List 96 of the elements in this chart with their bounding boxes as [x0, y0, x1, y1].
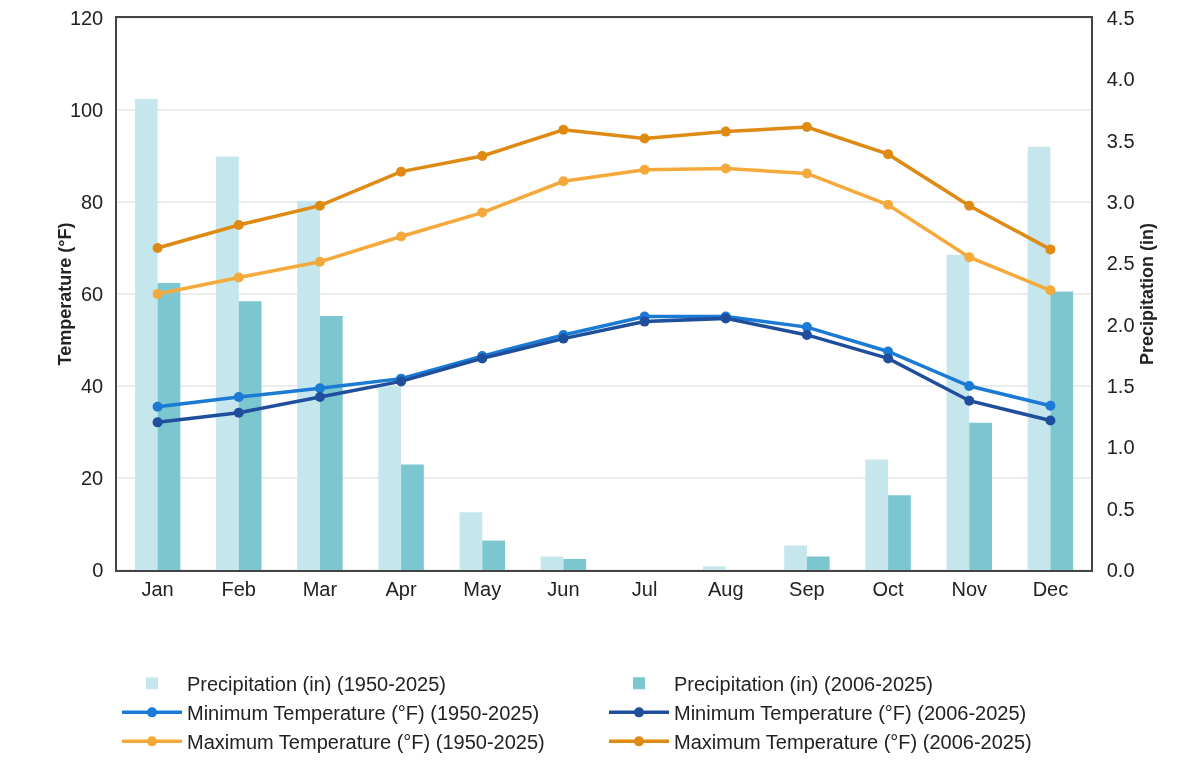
- bar: [157, 282, 181, 570]
- point: [314, 200, 325, 211]
- point: [639, 316, 650, 327]
- x-tick-label: Apr: [385, 577, 417, 600]
- y2-tick-label: 2.0: [1106, 313, 1135, 336]
- x-tick-label: May: [463, 577, 502, 600]
- x-tick-label: Oct: [872, 577, 905, 600]
- point: [152, 289, 163, 299]
- point: [1045, 415, 1056, 426]
- bar: [703, 566, 726, 570]
- point: [477, 207, 488, 218]
- y-tick-label: 0: [92, 559, 104, 581]
- x-tick-label: Sep: [789, 577, 825, 600]
- bar: [1027, 146, 1051, 570]
- bar: [401, 464, 424, 570]
- bar: [806, 556, 830, 570]
- point: [1045, 244, 1056, 255]
- legend-label: Minimum Temperature (°F) (2006-2025): [674, 702, 1027, 725]
- point: [964, 200, 975, 211]
- legend-label: Precipitation (in) (1950-2025): [187, 673, 447, 696]
- bar: [319, 316, 343, 570]
- legend-label: Minimum Temperature (°F) (1950-2025): [187, 702, 540, 725]
- point: [883, 353, 894, 364]
- point: [883, 149, 894, 160]
- y-tick-label: 120: [69, 7, 104, 29]
- point: [1045, 285, 1056, 296]
- bar: [865, 459, 889, 570]
- x-tick-label: Jul: [631, 577, 658, 600]
- point: [639, 164, 650, 175]
- x-tick-label: Aug: [707, 577, 744, 600]
- bar: [459, 512, 483, 570]
- point: [801, 122, 812, 133]
- point: [233, 220, 244, 230]
- x-tick-label: Feb: [221, 577, 256, 600]
- y-tick-label: 60: [81, 283, 104, 305]
- y2-tick-label: 2.5: [1106, 252, 1135, 275]
- bar: [540, 556, 564, 570]
- x-tick-label: Jan: [141, 577, 174, 600]
- point: [720, 126, 731, 137]
- bar: [482, 540, 505, 570]
- legend-label: Maximum Temperature (°F) (1950-2025): [187, 731, 545, 754]
- x-tick-label: Mar: [302, 577, 338, 600]
- bar: [888, 495, 911, 570]
- x-tick-label: Dec: [1032, 577, 1069, 600]
- bar: [216, 156, 239, 570]
- point: [883, 199, 894, 210]
- bar: [969, 422, 992, 570]
- y2-tick-label: 0.0: [1106, 559, 1135, 581]
- y2-axis-title: Precipitation (in): [1136, 222, 1157, 366]
- bar: [1050, 291, 1074, 570]
- point: [477, 151, 488, 161]
- legend-label: Maximum Temperature (°F) (2006-2025): [674, 731, 1032, 754]
- point: [314, 383, 325, 394]
- point: [233, 272, 244, 283]
- point: [396, 231, 407, 242]
- point: [801, 168, 812, 179]
- point: [1045, 400, 1056, 411]
- bar: [297, 200, 320, 570]
- y-tick-label: 80: [81, 191, 104, 213]
- point: [152, 417, 163, 428]
- bar: [784, 545, 807, 570]
- y2-tick-label: 4.0: [1106, 68, 1135, 91]
- point: [314, 256, 325, 267]
- point: [233, 407, 244, 418]
- legend-label: Precipitation (in) (2006-2025): [674, 673, 934, 696]
- point: [558, 333, 569, 344]
- point: [558, 124, 569, 135]
- y-tick-label: 20: [81, 467, 104, 489]
- point: [964, 252, 975, 263]
- y-tick-label: 40: [81, 375, 104, 397]
- bar: [134, 98, 158, 570]
- y2-tick-label: 0.5: [1106, 497, 1135, 520]
- y2-tick-label: 3.5: [1106, 129, 1135, 152]
- point: [964, 395, 975, 406]
- point: [720, 163, 731, 174]
- bar: [946, 254, 970, 570]
- point: [396, 166, 407, 177]
- point: [314, 392, 325, 403]
- y2-tick-label: 1.5: [1106, 375, 1135, 397]
- point: [152, 401, 163, 412]
- point: [233, 392, 244, 403]
- bar: [563, 558, 587, 570]
- point: [964, 381, 975, 391]
- bar: [378, 386, 402, 570]
- point: [639, 133, 650, 144]
- y2-tick-label: 3.0: [1106, 191, 1135, 213]
- y2-tick-label: 4.5: [1106, 7, 1135, 29]
- point: [152, 243, 163, 253]
- bar: [238, 301, 262, 570]
- x-tick-label: Nov: [951, 577, 988, 600]
- x-tick-label: Jun: [547, 577, 580, 600]
- point: [801, 329, 812, 340]
- y-axis-title: Temperature (°F): [54, 222, 75, 366]
- point: [558, 176, 569, 187]
- y2-tick-label: 1.0: [1106, 436, 1135, 459]
- y-tick-label: 100: [69, 99, 104, 121]
